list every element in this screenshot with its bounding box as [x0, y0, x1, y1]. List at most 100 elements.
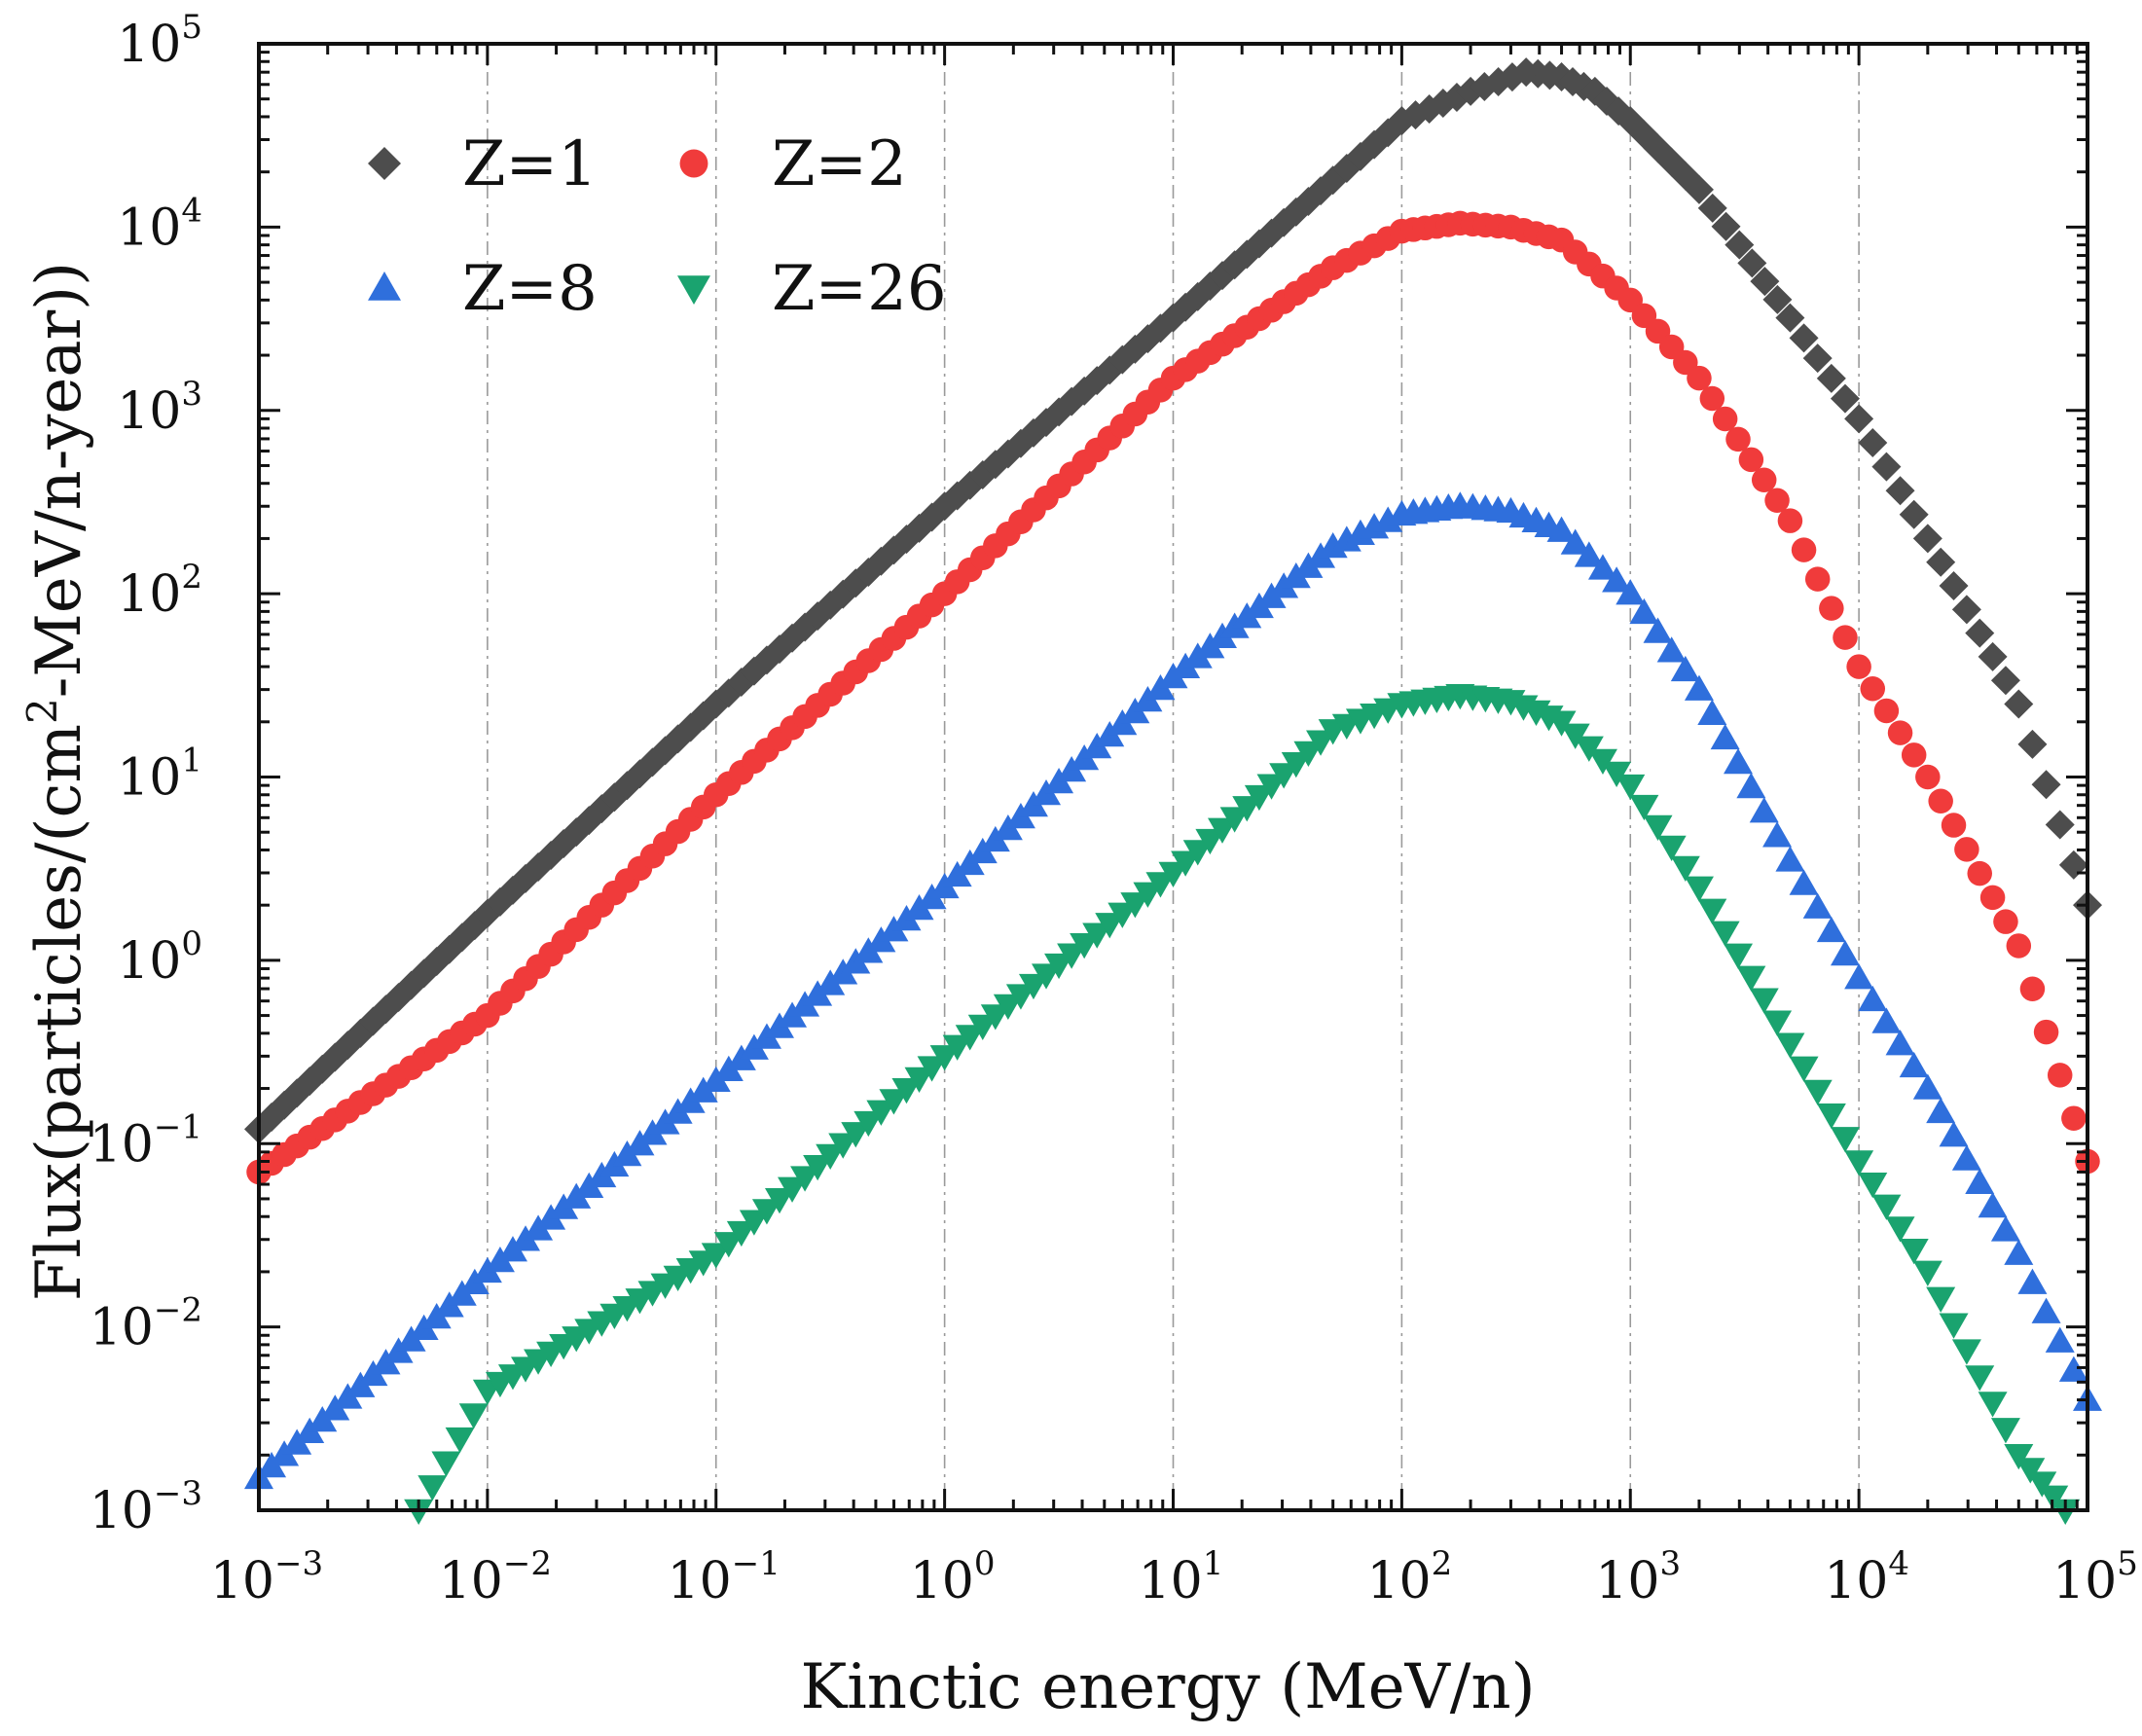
y-tick-label-base: 10 [90, 1482, 154, 1540]
series-z-8 [244, 491, 2102, 1490]
data-point [1560, 528, 1590, 555]
data-point [1762, 1010, 1793, 1036]
data-point [1629, 794, 1659, 821]
data-point [1951, 1144, 1981, 1171]
data-point [1789, 1056, 1819, 1082]
data-point [1912, 1260, 1942, 1286]
data-point [1816, 916, 1846, 943]
data-point [1616, 579, 1646, 605]
data-point [942, 1034, 972, 1061]
data-point [803, 1155, 833, 1181]
data-point [1749, 797, 1779, 823]
data-point [917, 1056, 947, 1082]
data-point [1032, 963, 1062, 990]
data-point [1269, 763, 1299, 789]
x-tick-label-exponent: 0 [974, 1544, 996, 1583]
y-tick-label-exponent: 5 [181, 8, 202, 47]
data-point [1802, 892, 1833, 919]
y-tick-label: 100 [117, 924, 202, 991]
data-point [1697, 898, 1727, 924]
data-point [2027, 1471, 2057, 1498]
data-point [1816, 363, 1846, 393]
tick-labels: 10−3 10−2 10−1 100 101 102 103 104 10510−310−210… [90, 8, 2138, 1610]
data-point [1939, 1121, 1969, 1147]
legend-marker-z-2 [679, 149, 708, 178]
y-axis-title-part1: Flux(particles/(cm [23, 724, 95, 1301]
data-point [1978, 1192, 2008, 1218]
data-point [1318, 532, 1348, 559]
legend: Z=1 Z=2 Z=8 Z=26 [368, 128, 947, 325]
data-point [1899, 1051, 1929, 1078]
x-tick-label: 103 [1595, 1544, 1681, 1610]
data-point [1978, 1392, 2008, 1418]
data-point [1120, 892, 1150, 919]
data-point [1057, 943, 1087, 969]
data-point [1789, 869, 1819, 895]
data-point [828, 1133, 858, 1159]
x-tick-label-exponent: −3 [274, 1544, 323, 1583]
x-tick-label: 105 [2052, 1544, 2138, 1610]
data-point [1802, 1079, 1833, 1106]
data-point [1965, 1168, 1995, 1195]
data-point [1293, 741, 1324, 767]
data-point [967, 459, 998, 489]
y-tick-label: 10−1 [90, 1107, 202, 1174]
data-point [1899, 499, 1929, 529]
data-point [1965, 618, 1995, 648]
data-point [458, 1403, 489, 1429]
data-point [1871, 1194, 1902, 1220]
data-point [1587, 554, 1617, 580]
data-point [1901, 742, 1927, 768]
data-point [1219, 807, 1250, 833]
data-point [2045, 1326, 2075, 1353]
data-point [1775, 303, 1805, 333]
data-point [383, 982, 414, 1012]
y-tick-label-base: 10 [117, 16, 181, 74]
data-point [1951, 595, 1981, 625]
data-point [1232, 239, 1262, 270]
data-point [1819, 596, 1844, 621]
data-point [1712, 406, 1738, 432]
x-tick-label: 100 [910, 1544, 996, 1610]
x-tick-label: 101 [1139, 1544, 1224, 1610]
data-point [1133, 882, 1163, 908]
data-point [1107, 902, 1138, 928]
data-point [418, 1475, 448, 1501]
data-point [1724, 747, 1754, 775]
legend-label-z-2: Z=2 [772, 128, 907, 200]
data-point [1005, 984, 1035, 1010]
x-axis-title: Kinctic energy (MeV/n) [800, 1651, 1535, 1723]
data-point [1887, 720, 1913, 745]
data-point [1912, 524, 1942, 554]
data-point [841, 1122, 871, 1148]
data-point [1711, 211, 1741, 241]
data-point [1643, 617, 1673, 643]
y-tick-label: 101 [117, 741, 202, 808]
data-point [790, 1166, 820, 1192]
data-point [1858, 427, 1888, 457]
data-point [1737, 248, 1767, 278]
data-point [1764, 488, 1790, 513]
data-point [1846, 654, 1871, 679]
x-tick-label-exponent: 4 [1888, 1544, 1909, 1583]
data-point [1195, 828, 1225, 855]
data-point [904, 1067, 934, 1093]
data-point [1899, 1238, 1929, 1265]
data-point [1990, 1215, 2020, 1242]
data-point [1281, 751, 1311, 778]
data-point [1095, 913, 1125, 939]
legend-label-z-1: Z=1 [462, 128, 598, 200]
data-point [1345, 519, 1375, 546]
data-point [1208, 817, 1238, 844]
data-point [1965, 1365, 1995, 1392]
data-point [1777, 508, 1803, 533]
x-tick-label-exponent: 1 [1203, 1544, 1224, 1583]
x-tick-label-exponent: −1 [732, 1544, 781, 1583]
data-point [1699, 385, 1725, 412]
data-point [1954, 837, 1979, 862]
data-point [1926, 1286, 1956, 1313]
data-point [1830, 383, 1860, 414]
y-axis-title-part2: -MeV/n-year)) [23, 262, 95, 698]
data-point [1616, 774, 1646, 801]
data-point [1629, 597, 1659, 625]
